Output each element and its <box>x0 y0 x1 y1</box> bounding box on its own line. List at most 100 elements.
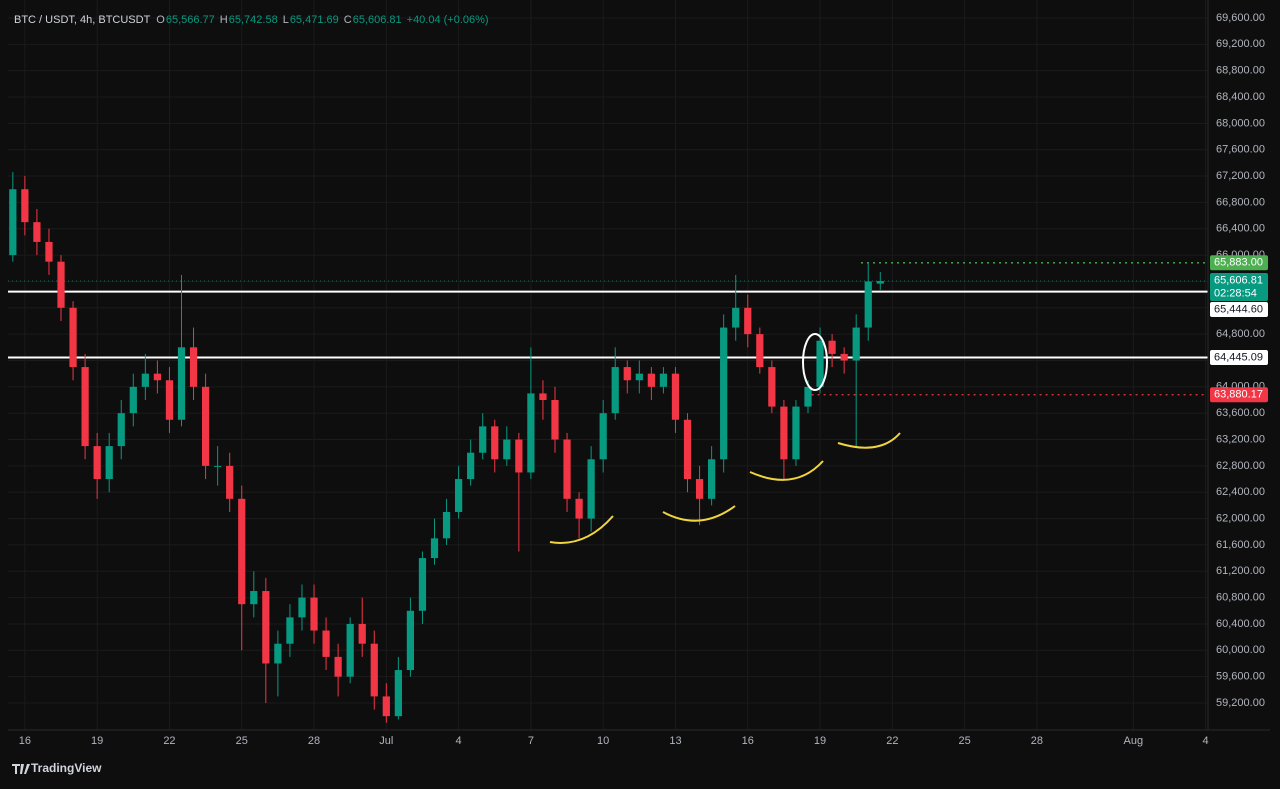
candle-body <box>442 511 451 539</box>
footer <box>0 754 1280 784</box>
brand-name: TradingView <box>31 761 102 775</box>
change: +40.04 (+0.06%) <box>407 14 489 26</box>
candle-body <box>214 465 222 467</box>
candle-body <box>226 465 234 499</box>
candle-body <box>744 307 752 335</box>
candle-body <box>467 452 475 480</box>
candle-body <box>45 241 53 262</box>
candle-body <box>358 623 366 644</box>
x-tick-label: 4 <box>1203 735 1209 747</box>
ohlc-label: O <box>156 14 165 26</box>
y-tick-label: 66,400.00 <box>1216 223 1265 235</box>
candle-body <box>780 406 788 460</box>
x-tick-label: 25 <box>959 735 971 747</box>
price-tag <box>1210 255 1268 271</box>
candle-body <box>611 367 619 414</box>
y-tick-label: 69,600.00 <box>1216 12 1265 24</box>
candle-body <box>9 189 17 256</box>
candle-body <box>165 380 174 420</box>
candle-body <box>671 373 680 420</box>
y-tick-label: 63,200.00 <box>1216 433 1265 445</box>
candle-body <box>418 558 427 611</box>
candle-body <box>479 426 487 453</box>
ohlc-label: C <box>344 14 352 26</box>
annotation-arc <box>749 460 824 481</box>
annotation-arc <box>549 515 614 544</box>
candle-body <box>370 643 378 697</box>
candle-body <box>454 479 463 512</box>
candle-body <box>334 656 342 677</box>
y-tick-label: 62,400.00 <box>1216 486 1265 498</box>
candle-body <box>864 281 872 328</box>
price-tag <box>1210 272 1268 301</box>
candle-body <box>93 446 101 480</box>
candle-body <box>635 373 643 381</box>
y-tick-label: 60,000.00 <box>1216 644 1265 656</box>
candle-body <box>298 597 306 618</box>
candle-body <box>539 393 547 401</box>
ohlc-value: 65,471.69 <box>290 14 339 26</box>
candle-body <box>57 261 65 308</box>
x-tick-label: 22 <box>886 735 898 747</box>
candle-body <box>105 446 113 480</box>
candle-body <box>33 222 41 242</box>
x-tick-label: Aug <box>1124 735 1144 747</box>
x-tick-label: 4 <box>456 735 462 747</box>
candle-body <box>515 439 523 473</box>
candle-body <box>659 373 668 387</box>
levels <box>8 262 1208 396</box>
candle-body <box>310 597 318 631</box>
candle-body <box>141 373 149 387</box>
candle-body <box>852 327 860 361</box>
y-tick-label: 66,800.00 <box>1216 196 1265 208</box>
x-tick-label: 28 <box>308 735 320 747</box>
price-tag <box>1210 387 1268 403</box>
candle-body <box>527 393 535 473</box>
y-tick-label: 61,600.00 <box>1216 539 1265 551</box>
candle-body <box>21 189 29 223</box>
candle-body <box>647 373 655 387</box>
candle-body <box>720 327 728 460</box>
candle-body <box>189 347 198 387</box>
price-tag-label: 65,883.00 <box>1214 257 1263 269</box>
candle-body <box>575 498 583 519</box>
y-tick-label: 62,800.00 <box>1216 460 1265 472</box>
candle-body <box>828 340 836 354</box>
candle-body <box>695 479 704 499</box>
candle-body <box>117 413 125 447</box>
candle-body <box>129 386 137 414</box>
y-tick-label: 67,200.00 <box>1216 170 1265 182</box>
candle-body <box>804 386 812 407</box>
candle-body <box>153 373 162 381</box>
x-tick-label: 13 <box>669 735 681 747</box>
candle-body <box>599 413 607 460</box>
x-tick-label: 25 <box>236 735 248 747</box>
x-tick-label: 7 <box>528 735 534 747</box>
candle-body <box>346 623 354 677</box>
y-tick-label: 67,600.00 <box>1216 144 1265 156</box>
y-tick-label: 59,600.00 <box>1216 671 1265 683</box>
candle-body <box>756 334 764 368</box>
candle-body <box>262 591 270 664</box>
y-tick-label: 59,200.00 <box>1216 697 1265 709</box>
ohlc-value: 65,566.77 <box>166 14 215 26</box>
candle-body <box>69 307 77 368</box>
candle-body <box>768 367 776 407</box>
x-tick-label: 16 <box>742 735 754 747</box>
price-tag <box>1210 350 1268 366</box>
candle-body <box>322 630 330 657</box>
candle-body <box>406 610 415 671</box>
y-tick-label: 60,800.00 <box>1216 592 1265 604</box>
candle-body <box>382 696 390 717</box>
x-tick-label: 28 <box>1031 735 1043 747</box>
x-tick-label: 19 <box>91 735 103 747</box>
candle-body <box>623 367 631 381</box>
drawings <box>549 333 901 544</box>
candle-body <box>81 367 89 447</box>
ohlc-label: L <box>283 14 289 26</box>
ohlc-label: H <box>220 14 228 26</box>
